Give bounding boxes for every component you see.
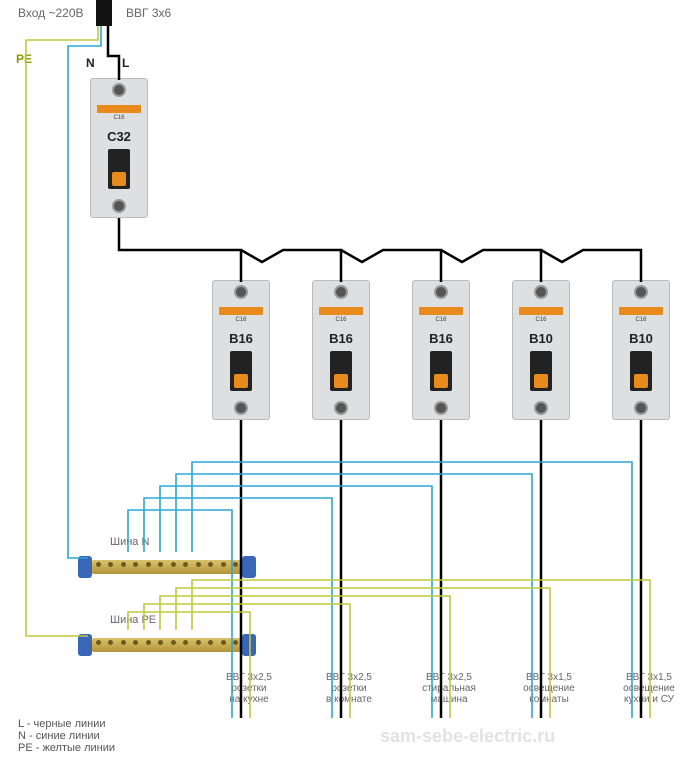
- breaker-rating: C32: [91, 129, 147, 144]
- circuit-4-label: ВВГ 3х1,5 освещение комнаты: [514, 672, 584, 705]
- input-terminal-block: [96, 0, 112, 26]
- legend-PE: PE - желтые линии: [18, 742, 115, 754]
- legend-L: L - черные линии: [18, 718, 115, 730]
- busbar-n: [82, 550, 252, 584]
- breaker-4: C16 B10: [512, 280, 570, 420]
- pe-marker: PE: [16, 52, 32, 66]
- breaker-rating: B16: [313, 331, 369, 346]
- main-breaker: C16 C32: [90, 78, 148, 218]
- legend: L - черные линии N - синие линии PE - же…: [18, 718, 115, 754]
- breaker-brand-text: C16: [97, 115, 141, 121]
- busbar-pe: [82, 628, 252, 662]
- breaker-3: C16 B16: [412, 280, 470, 420]
- circuit-1-label: ВВГ 3х2,5 розетки на кухне: [214, 672, 284, 705]
- breaker-brand-stripe: [97, 105, 141, 113]
- breaker-rating: B16: [413, 331, 469, 346]
- breaker-5: C16 B10: [612, 280, 670, 420]
- breaker-2: C16 B16: [312, 280, 370, 420]
- breaker-1: C16 B16: [212, 280, 270, 420]
- n-marker: N: [86, 56, 95, 70]
- circuit-3-label: ВВГ 3х2,5 стиральная машина: [414, 672, 484, 705]
- terminal-icon: [112, 83, 126, 97]
- input-voltage-label: Вход ~220В: [18, 6, 84, 20]
- circuit-2-label: ВВГ 3х2,5 розетки в комнате: [314, 672, 384, 705]
- breaker-rating: B16: [213, 331, 269, 346]
- diagram-stage: Вход ~220В ВВГ 3х6 PE N L C16 C32 C16 B1…: [0, 0, 700, 775]
- busbar-pe-label: Шина PE: [110, 614, 156, 626]
- busbar-n-label: Шина N: [110, 536, 149, 548]
- breaker-rating: B10: [513, 331, 569, 346]
- breaker-rating: B10: [613, 331, 669, 346]
- legend-N: N - синие линии: [18, 730, 115, 742]
- breaker-toggle: [108, 149, 130, 189]
- l-marker: L: [122, 56, 129, 70]
- terminal-icon: [112, 199, 126, 213]
- circuit-5-label: ВВГ 3х1,5 освещение кухни и СУ: [614, 672, 684, 705]
- input-cable-label: ВВГ 3х6: [126, 6, 171, 20]
- watermark: sam-sebe-electric.ru: [380, 726, 555, 747]
